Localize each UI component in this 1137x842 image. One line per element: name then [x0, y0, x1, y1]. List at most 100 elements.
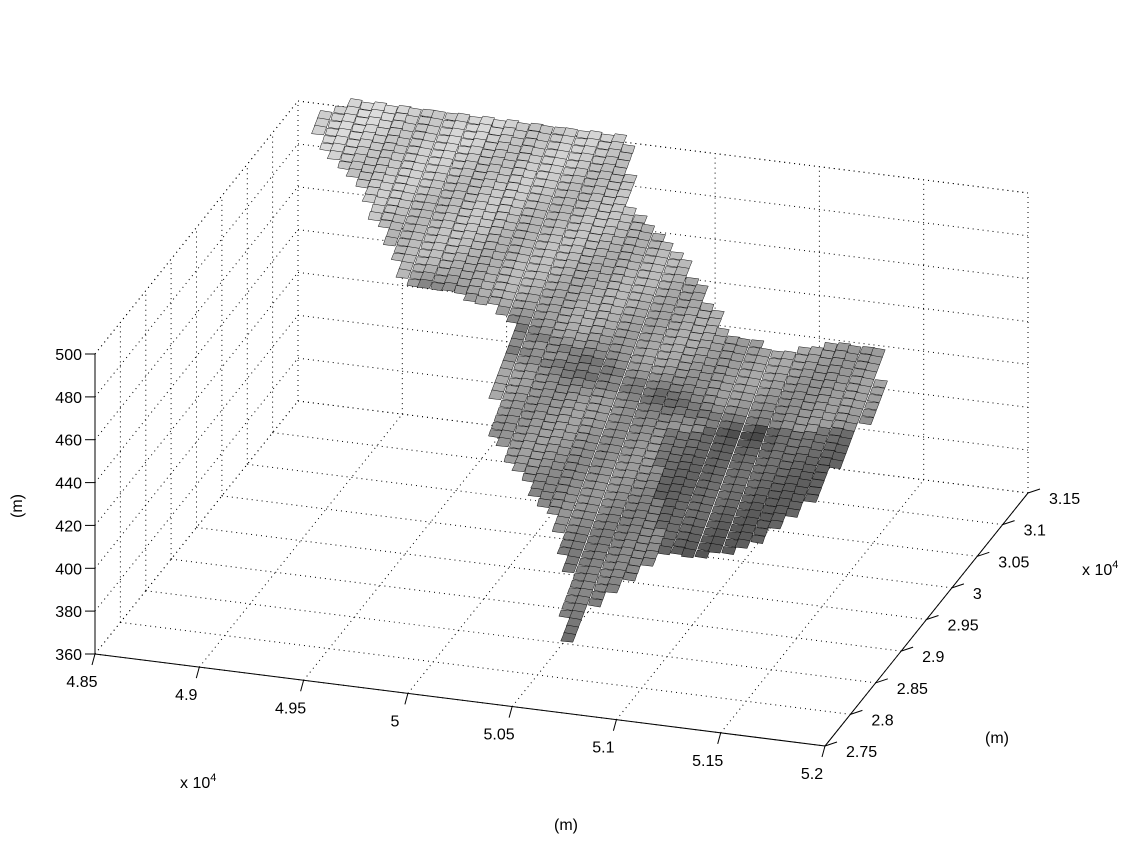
surface-cell [620, 144, 636, 154]
surface-cell [846, 344, 862, 355]
x-axis-tick [508, 706, 513, 718]
surface-cell [659, 475, 674, 486]
left-wall-grid-line-z [94, 272, 299, 526]
x-axis-scale-label: x 104 [180, 772, 216, 792]
surface-cell [361, 163, 376, 174]
surface-cell [511, 462, 528, 473]
surface-cell [416, 278, 433, 289]
y-axis-scale-label: x 104 [1082, 559, 1118, 579]
surface-cell [628, 557, 644, 567]
surface-cell [707, 543, 724, 554]
surface-cell [700, 364, 716, 375]
surface-cell [430, 282, 446, 292]
surface-cell [706, 349, 722, 360]
surface-cell [549, 398, 565, 409]
surface-cell [467, 248, 483, 258]
left-wall-grid-line-z [94, 186, 299, 441]
z-tick-label: 400 [55, 561, 82, 578]
y-tick-label: 2.8 [871, 712, 893, 729]
surface-cell [585, 302, 601, 313]
watershed-surface [311, 98, 888, 643]
surface-cell [694, 549, 710, 559]
surface-cell [552, 391, 567, 402]
y-tick-label: 3.05 [998, 554, 1029, 571]
x-axis-tick [300, 680, 305, 692]
surface-cell [369, 141, 385, 152]
y-axis-tick [1002, 520, 1015, 526]
surface-cell [814, 464, 831, 474]
surface-cell [806, 486, 822, 496]
surface-cell [790, 493, 806, 503]
y-axis-tick [951, 583, 965, 589]
y-tick-label: 3.15 [1049, 491, 1080, 508]
z-tick-label: 440 [55, 476, 82, 493]
surface-cell [492, 181, 508, 192]
surface-cell [676, 493, 692, 504]
surface-cell [569, 347, 584, 357]
surface-cell [453, 285, 469, 295]
surface-cell [545, 475, 560, 486]
surface-cell [378, 181, 394, 192]
floor-grid-line-y [196, 527, 927, 620]
surface-cell [480, 280, 495, 291]
surface-cell [667, 453, 683, 464]
surface-cell [487, 196, 502, 206]
surface-cell [867, 394, 883, 403]
surface-cell [512, 129, 528, 140]
surface-cell [689, 394, 705, 404]
floor-grid-line-y [171, 558, 902, 652]
surface-cell [588, 295, 604, 305]
surface-cell [363, 156, 379, 167]
surface-cell [657, 545, 673, 556]
floor-grid-line-x [720, 479, 925, 734]
surface-cell [561, 431, 577, 442]
surface-cell [462, 262, 477, 273]
surface-cell [675, 431, 691, 441]
surface-cell [586, 364, 602, 375]
surface-cell [495, 436, 512, 448]
surface-cell [390, 151, 405, 162]
surface-cell [561, 562, 578, 574]
x-axis-tick [195, 666, 200, 679]
surface-cell [661, 468, 677, 478]
left-wall-grid-line-z [94, 143, 299, 398]
surface-cell [592, 349, 608, 360]
surface-cell [820, 349, 835, 360]
surface-cell [679, 485, 695, 496]
surface-cell [674, 500, 689, 511]
surface-cell [801, 463, 817, 474]
surface-cell [861, 408, 877, 418]
surface-cell [864, 401, 880, 411]
surface-cell [536, 498, 552, 508]
surface-cell [484, 203, 500, 214]
y-axis-scale-base: x 10 [1082, 562, 1112, 579]
surface-cell [650, 233, 666, 242]
surface-cell [788, 500, 803, 511]
x-axis-tick [821, 745, 826, 758]
surface-cell [557, 376, 573, 387]
surface-cell [589, 357, 605, 368]
y-tick-label: 2.85 [897, 681, 928, 698]
surface-cell [690, 456, 706, 467]
left-wall-grid-line-z [94, 400, 299, 655]
surface-cell [838, 367, 853, 378]
y-tick-label: 3 [973, 586, 982, 603]
surface-cell [734, 538, 751, 549]
surface-cell [506, 144, 522, 155]
surface-cell [817, 356, 833, 367]
y-axis-tick [1027, 488, 1041, 494]
y-axis-tick [926, 615, 939, 620]
surface-cell [372, 134, 387, 144]
surface-cell [370, 203, 386, 214]
floor-grid-line-x [198, 413, 403, 668]
surface-cell [488, 258, 504, 269]
surface-cell [602, 258, 618, 268]
surface-cell [387, 159, 403, 170]
surface-cell [750, 534, 766, 544]
surface-cell [345, 168, 362, 178]
surface-cell [604, 583, 621, 594]
surface-cell [491, 250, 507, 261]
x-tick-label: 4.95 [275, 700, 306, 717]
surface-cell [503, 151, 519, 162]
